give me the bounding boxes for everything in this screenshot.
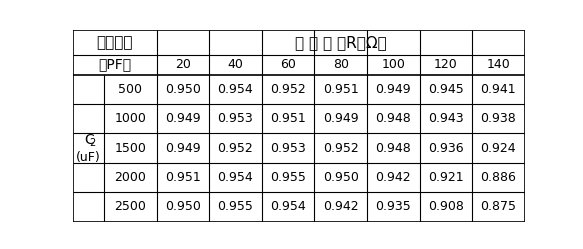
Text: 0.950: 0.950 <box>323 171 359 184</box>
Text: 0.949: 0.949 <box>323 112 359 125</box>
Text: 0.938: 0.938 <box>480 112 517 125</box>
Text: 2: 2 <box>89 138 96 148</box>
Text: 0.951: 0.951 <box>323 83 359 96</box>
Text: 0.949: 0.949 <box>165 112 201 125</box>
Text: 0.943: 0.943 <box>428 112 463 125</box>
Text: 0.949: 0.949 <box>375 83 411 96</box>
Text: 2500: 2500 <box>114 200 146 213</box>
Text: 0.951: 0.951 <box>165 171 201 184</box>
Text: 1500: 1500 <box>114 142 146 155</box>
Text: 0.935: 0.935 <box>375 200 411 213</box>
Text: 20: 20 <box>175 58 191 71</box>
Text: 120: 120 <box>434 58 458 71</box>
Text: 0.954: 0.954 <box>217 83 254 96</box>
Text: (uF): (uF) <box>76 151 101 164</box>
Text: 0.952: 0.952 <box>323 142 359 155</box>
Text: 0.948: 0.948 <box>375 112 411 125</box>
Text: C: C <box>85 133 94 147</box>
Text: 0.954: 0.954 <box>270 200 306 213</box>
Text: 0.955: 0.955 <box>217 200 254 213</box>
Text: 0.875: 0.875 <box>480 200 517 213</box>
Text: 0.950: 0.950 <box>165 83 201 96</box>
Text: 0.948: 0.948 <box>375 142 411 155</box>
Text: 0.952: 0.952 <box>217 142 254 155</box>
Text: 0.954: 0.954 <box>217 171 254 184</box>
Text: 80: 80 <box>333 58 349 71</box>
Text: 0.936: 0.936 <box>428 142 463 155</box>
Text: 100: 100 <box>381 58 405 71</box>
Text: 0.949: 0.949 <box>165 142 201 155</box>
Text: 0.921: 0.921 <box>428 171 463 184</box>
Text: 功率因数: 功率因数 <box>96 35 133 50</box>
Text: 2000: 2000 <box>114 171 146 184</box>
Text: 0.924: 0.924 <box>480 142 516 155</box>
Text: 500: 500 <box>118 83 142 96</box>
Text: 140: 140 <box>487 58 510 71</box>
Text: 60: 60 <box>280 58 296 71</box>
Text: 0.941: 0.941 <box>480 83 516 96</box>
Text: 0.942: 0.942 <box>323 200 359 213</box>
Text: 0.953: 0.953 <box>217 112 254 125</box>
Text: 1000: 1000 <box>114 112 146 125</box>
Text: 负 载 电 阻R（Ω）: 负 载 电 阻R（Ω） <box>295 35 387 50</box>
Text: 40: 40 <box>227 58 243 71</box>
Text: 0.942: 0.942 <box>375 171 411 184</box>
Text: 0.886: 0.886 <box>480 171 517 184</box>
Text: 0.951: 0.951 <box>270 112 306 125</box>
Text: （PF）: （PF） <box>98 58 131 71</box>
Text: 0.908: 0.908 <box>428 200 463 213</box>
Text: 0.945: 0.945 <box>428 83 463 96</box>
Text: 0.952: 0.952 <box>270 83 306 96</box>
Text: 0.950: 0.950 <box>165 200 201 213</box>
Text: 0.955: 0.955 <box>270 171 306 184</box>
Text: 0.953: 0.953 <box>270 142 306 155</box>
